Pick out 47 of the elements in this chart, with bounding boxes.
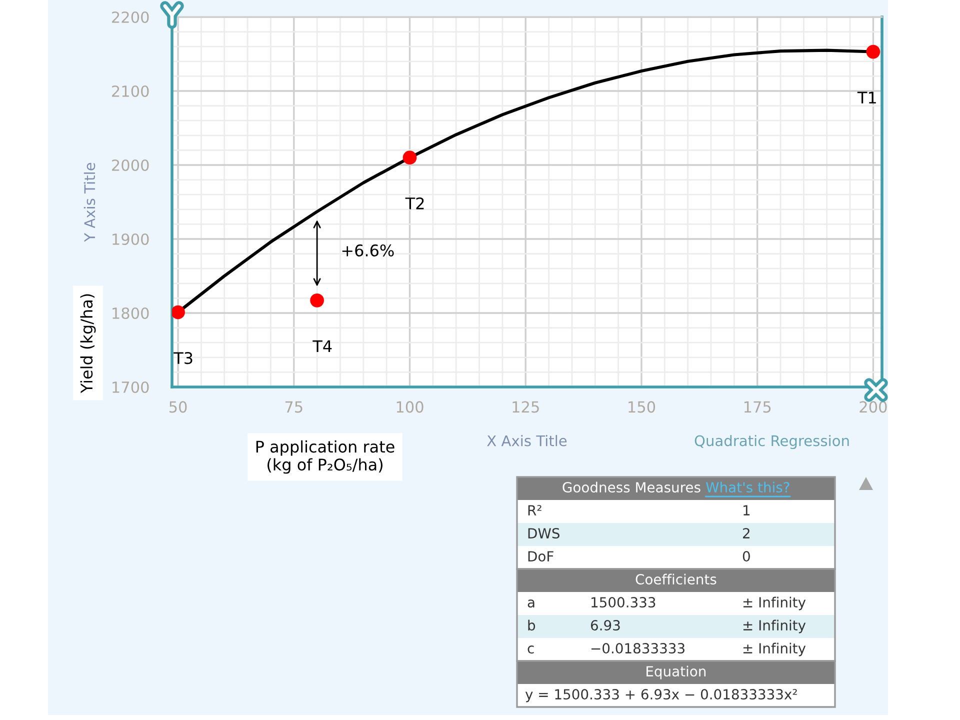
data-label: T3 (174, 352, 192, 364)
category-label: b (528, 620, 536, 631)
text: Coefficients (636, 574, 716, 585)
data-label: T2 (405, 197, 424, 210)
text: 0 (742, 551, 750, 562)
category-label: a (528, 600, 534, 608)
x-tick-label: 50 (169, 401, 187, 413)
x-tick-label: 125 (512, 401, 539, 413)
point (172, 305, 185, 320)
point (402, 150, 417, 165)
data-label: T1 (857, 92, 876, 104)
y-tick-label: 2200 (112, 11, 149, 24)
y-tick-label: 2100 (112, 85, 149, 98)
x-tick-label: 200 (860, 401, 887, 413)
text: ± Infinity (743, 642, 806, 656)
category-label: c (528, 646, 534, 654)
text: −0.01833333 (591, 643, 684, 654)
annotation: +6.6% (342, 244, 394, 256)
point (310, 293, 324, 308)
text: Equation (646, 666, 706, 680)
data-label: T4 (312, 340, 332, 352)
x-tick-label: 100 (396, 401, 424, 413)
x-axis-title: X Axis Title (487, 435, 567, 446)
text: What's this? (706, 482, 790, 493)
x-tick-label: 150 (628, 401, 656, 413)
text: 2 (743, 528, 750, 538)
y-tick-label: 1700 (112, 381, 149, 394)
text: Goodness Measures (562, 482, 700, 493)
y-tick-label: 1900 (112, 233, 149, 246)
text: y = 1500.333 + 6.93x − 0.01833333x² (525, 689, 797, 702)
text: 1500.333 (592, 597, 656, 608)
text: Quadratic Regression (694, 434, 849, 450)
text: ± Infinity (743, 596, 806, 610)
category-label: R² (528, 505, 542, 516)
text: Yield (kg/ha) (80, 294, 96, 394)
y-axis-title: Y Axis Title (84, 162, 96, 242)
category-label: DWS (528, 528, 560, 539)
y-tick-label: 2000 (112, 159, 149, 172)
text: P application rate (kg of P₂O₅/ha) (256, 440, 394, 474)
text: 1 (744, 505, 750, 516)
text: ± Infinity (743, 620, 806, 634)
x-tick-label: 175 (744, 401, 771, 413)
category-label: DoF (528, 551, 554, 562)
text: 6.93 (590, 620, 620, 631)
y-tick-label: 1800 (112, 307, 149, 320)
x-tick-label: 75 (285, 401, 302, 413)
point (866, 44, 880, 59)
